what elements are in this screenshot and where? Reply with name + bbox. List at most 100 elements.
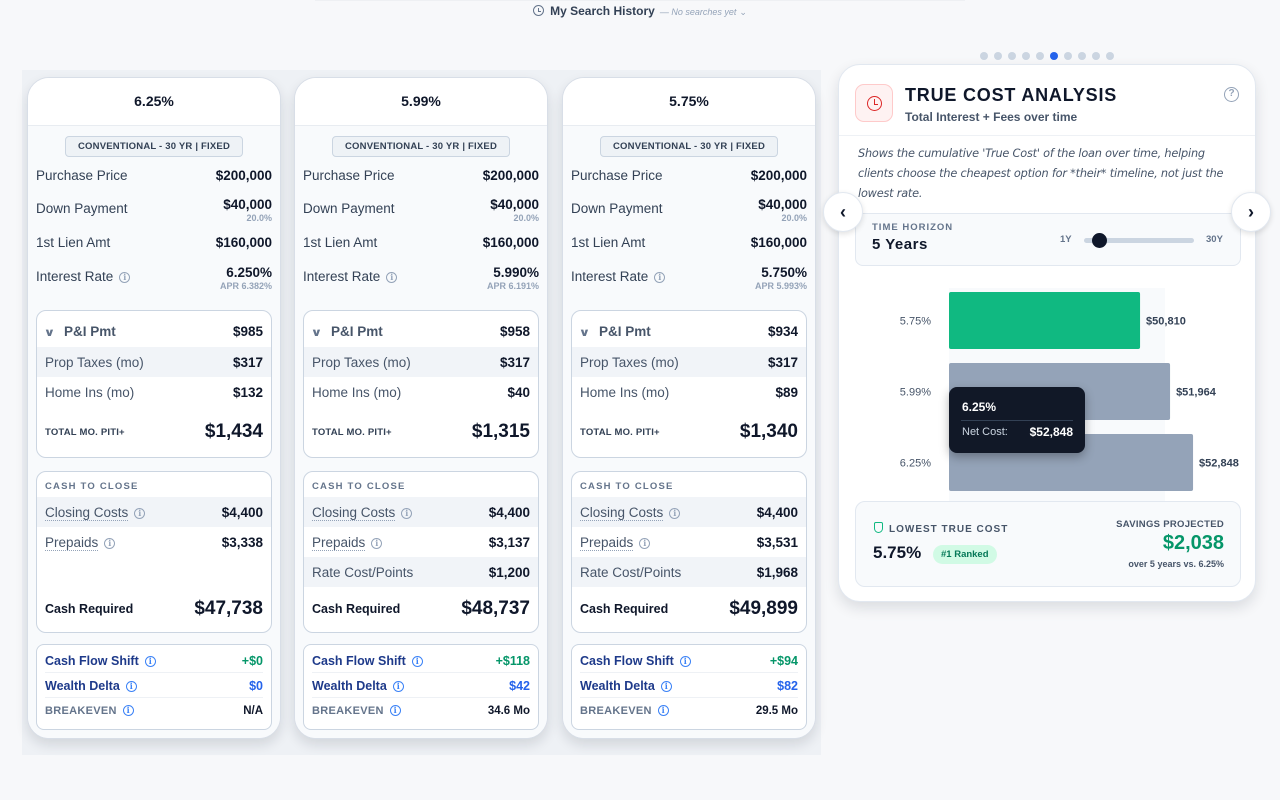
prepaids-value: $3,338 xyxy=(221,534,263,550)
wealth-delta-label: Wealth Delta xyxy=(580,678,655,693)
info-icon[interactable]: i xyxy=(125,680,137,692)
time-horizon-label: TIME HORIZON xyxy=(872,222,954,233)
wealth-delta-label: Wealth Delta xyxy=(45,678,120,693)
info-icon[interactable]: i xyxy=(134,507,146,519)
info-icon[interactable]: i xyxy=(639,537,651,549)
scenario-card-body: CONVENTIONAL - 30 YR | FIXED Purchase Pr… xyxy=(295,126,547,738)
cash-flow-shift-label: Cash Flow Shift xyxy=(45,653,139,668)
chart-tooltip: 6.25% Net Cost: $52,848 xyxy=(949,387,1085,453)
clock-icon xyxy=(855,84,893,122)
info-icon[interactable]: i xyxy=(392,680,404,692)
total-piti-label: TOTAL MO. PITI+ xyxy=(312,426,392,438)
chart-value-label: $52,848 xyxy=(1199,458,1239,470)
prop-taxes-value: $317 xyxy=(499,354,530,370)
breakeven-label: BREAKEVEN xyxy=(45,705,117,717)
down-payment-row: Down Payment $40,000 20.0% xyxy=(36,197,272,223)
info-icon[interactable]: i xyxy=(679,655,691,667)
info-icon[interactable]: i xyxy=(411,655,423,667)
home-ins-label: Home Ins (mo) xyxy=(45,384,135,400)
carousel-dot[interactable] xyxy=(1036,52,1044,60)
chevron-down-icon: ∨ xyxy=(43,326,56,339)
lowest-cost-rate: 5.75% xyxy=(873,543,922,562)
info-icon[interactable]: i xyxy=(669,507,681,519)
time-horizon-slider[interactable] xyxy=(1084,238,1194,243)
cash-required-value: $47,738 xyxy=(194,598,263,619)
lien-label: 1st Lien Amt xyxy=(303,235,378,250)
cash-flow-shift-value: +$94 xyxy=(769,653,798,668)
prop-taxes-row: Prop Taxes (mo) $317 xyxy=(304,347,538,377)
prop-taxes-label: Prop Taxes (mo) xyxy=(580,354,679,370)
carousel-dot[interactable] xyxy=(1022,52,1030,60)
down-payment-value: $40,000 xyxy=(223,197,272,212)
carousel-dot[interactable] xyxy=(980,52,988,60)
total-piti-row: TOTAL MO. PITI+ $1,340 xyxy=(572,415,806,449)
interest-rate-value: 6.250% xyxy=(226,265,272,280)
cash-required-label: Cash Required xyxy=(312,602,401,616)
cash-to-close: CASH TO CLOSE Closing Costs i $4,400 Prepa… xyxy=(571,471,807,633)
down-payment-label: Down Payment xyxy=(303,201,395,216)
carousel-dot[interactable] xyxy=(1008,52,1016,60)
interest-rate-row: Interest Rate i 6.250% APR 6.382% xyxy=(36,265,272,291)
search-history-status: — No searches yet xyxy=(659,7,737,17)
home-ins-label: Home Ins (mo) xyxy=(312,384,402,400)
breakeven-label: BREAKEVEN xyxy=(312,705,384,717)
purchase-price-value: $200,000 xyxy=(750,168,807,183)
cash-flow-shift-value: +$118 xyxy=(495,653,530,668)
panel-divider xyxy=(839,135,1255,136)
down-payment-label: Down Payment xyxy=(36,201,128,216)
prepaids-value: $3,137 xyxy=(488,534,530,550)
info-icon[interactable]: i xyxy=(104,537,116,549)
time-horizon-slider-thumb[interactable] xyxy=(1091,233,1107,248)
cash-flow-shift-row: Cash Flow Shift i +$94 xyxy=(580,649,798,673)
breakeven-value: N/A xyxy=(243,705,263,717)
total-piti-value: $1,315 xyxy=(471,421,530,442)
analysis-metrics: Cash Flow Shift i +$118 Wealth Delta i $42 B… xyxy=(303,644,539,730)
pi-payment-row[interactable]: ∨ P&I Pmt $934 xyxy=(572,316,806,346)
interest-rate-value: 5.750% xyxy=(761,265,807,280)
info-icon[interactable]: i xyxy=(119,272,131,283)
cash-to-close: CASH TO CLOSE Closing Costs i $4,400 Prepa… xyxy=(303,471,539,633)
total-piti-row: TOTAL MO. PITI+ $1,434 xyxy=(37,415,271,449)
carousel-dot[interactable] xyxy=(1078,52,1086,60)
scenario-card-body: CONVENTIONAL - 30 YR | FIXED Purchase Pr… xyxy=(563,126,815,738)
interest-rate-label: Interest Rate xyxy=(571,269,649,284)
info-icon[interactable]: i xyxy=(657,705,669,716)
carousel-dot[interactable] xyxy=(994,52,1002,60)
carousel-prev-button[interactable]: ‹ xyxy=(823,192,863,232)
info-icon[interactable]: i xyxy=(386,272,398,283)
scenario-card: 5.99% CONVENTIONAL - 30 YR | FIXED Purch… xyxy=(294,77,548,739)
chart-category-label: 5.75% xyxy=(900,316,931,328)
carousel-dot[interactable] xyxy=(1064,52,1072,60)
prop-taxes-row: Prop Taxes (mo) $317 xyxy=(37,347,271,377)
pi-payment-row[interactable]: ∨ P&I Pmt $985 xyxy=(37,316,271,346)
help-icon[interactable]: ? xyxy=(1224,87,1239,102)
info-icon[interactable]: i xyxy=(401,507,413,519)
pi-payment-value: $958 xyxy=(499,323,530,339)
pi-payment-row[interactable]: ∨ P&I Pmt $958 xyxy=(304,316,538,346)
carousel-dot[interactable] xyxy=(1050,52,1058,60)
info-icon[interactable]: i xyxy=(144,655,156,667)
purchase-price-label: Purchase Price xyxy=(303,168,395,183)
info-icon[interactable]: i xyxy=(371,537,383,549)
breakeven-row: BREAKEVEN i 34.6 Mo xyxy=(312,699,530,723)
info-icon[interactable]: i xyxy=(654,272,666,283)
info-icon[interactable]: i xyxy=(122,705,134,716)
total-piti-value: $1,434 xyxy=(204,421,263,442)
chart-bar[interactable] xyxy=(949,292,1141,349)
closing-costs-value: $4,400 xyxy=(756,504,798,520)
panel-description: Shows the cumulative 'True Cost' of the … xyxy=(858,147,1224,200)
cash-required-value: $48,737 xyxy=(461,598,530,619)
carousel-dot[interactable] xyxy=(1106,52,1114,60)
cash-to-close-title: CASH TO CLOSE xyxy=(580,481,674,492)
apr-value: APR 6.382% xyxy=(219,281,272,291)
carousel-next-button[interactable]: › xyxy=(1231,192,1271,232)
info-icon[interactable]: i xyxy=(660,680,672,692)
search-history-toggle[interactable]: My Search History — No searches yet ⌄ xyxy=(0,4,1280,18)
shield-check-icon xyxy=(874,522,883,533)
carousel-dot[interactable] xyxy=(1092,52,1100,60)
lien-value: $160,000 xyxy=(750,235,807,250)
carousel-dots xyxy=(980,52,1114,60)
loan-type-badge: CONVENTIONAL - 30 YR | FIXED xyxy=(331,136,510,157)
info-icon[interactable]: i xyxy=(389,705,401,716)
cash-required-label: Cash Required xyxy=(45,602,134,616)
